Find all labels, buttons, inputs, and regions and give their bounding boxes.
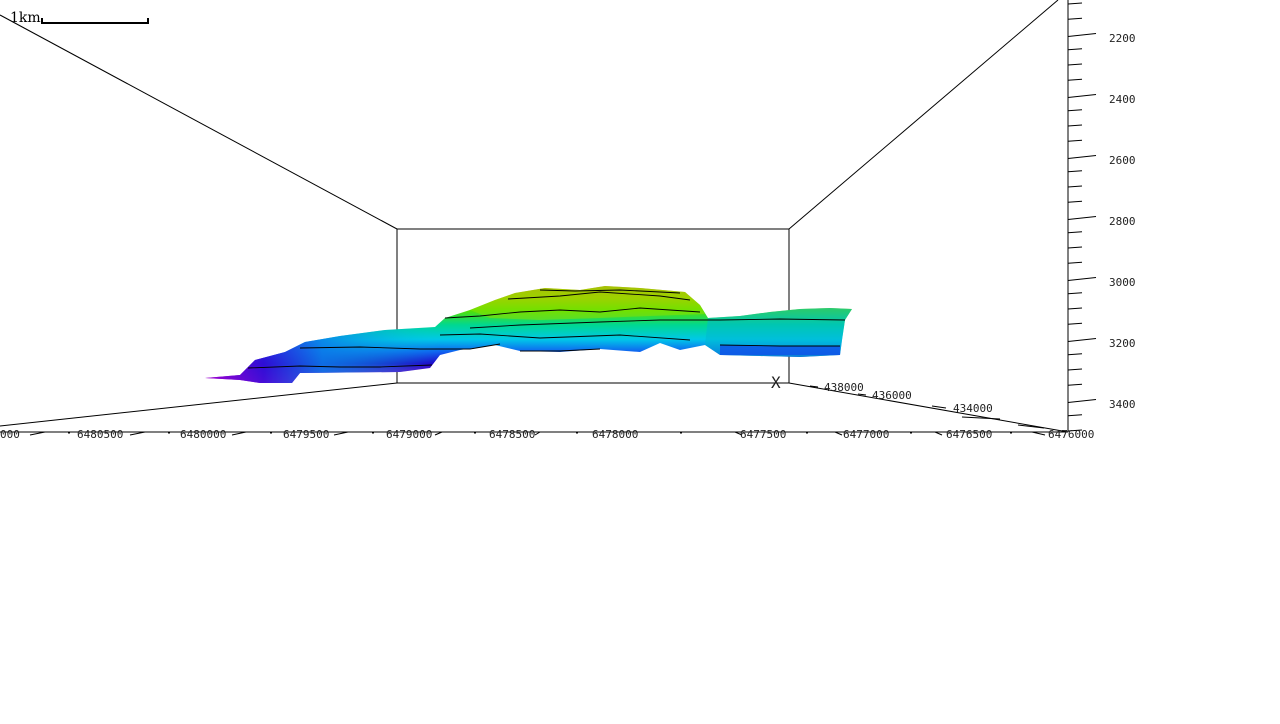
scale-bar xyxy=(41,18,149,24)
y-axis-ticks xyxy=(29,431,1046,436)
depth-minor-tick xyxy=(1067,48,1083,51)
depth-axis-labels: 2200 2400 2600 2800 3000 3200 3400 xyxy=(1109,32,1136,411)
depth-minor-tick xyxy=(1067,353,1083,356)
depth-minor-tick xyxy=(1067,368,1083,371)
depth-minor-tick xyxy=(1067,414,1083,417)
depth-minor-tick xyxy=(1067,246,1083,249)
surface-right-block xyxy=(705,308,852,357)
y-tick-label: 6476500 xyxy=(946,428,992,441)
depth-major-tick xyxy=(1067,338,1097,342)
depth-minor-tick xyxy=(1067,2,1083,5)
y-tick-label: 6479500 xyxy=(283,428,329,441)
surface-right-bottom xyxy=(720,345,840,355)
depth-major-tick xyxy=(1067,33,1097,37)
x-axis-label: X xyxy=(771,373,781,392)
y-tick-label: 000 xyxy=(0,428,20,441)
depth-minor-tick xyxy=(1067,124,1083,127)
y-tick-label: 6477000 xyxy=(843,428,889,441)
depth-minor-tick xyxy=(1067,292,1083,295)
depth-minor-tick xyxy=(1067,231,1083,234)
y-tick-label: 6478000 xyxy=(592,428,638,441)
box-edge-bottom-left xyxy=(0,382,398,427)
depth-major-tick xyxy=(1067,155,1097,159)
depth-major-tick xyxy=(1067,94,1097,98)
depth-minor-tick xyxy=(1067,261,1083,264)
depth-tick-label: 2600 xyxy=(1109,154,1136,167)
contour-lines xyxy=(247,289,846,369)
depth-minor-tick xyxy=(1067,139,1083,142)
x-axis-labels: 438000 436000 434000 xyxy=(824,381,993,415)
depth-tick-label: 2200 xyxy=(1109,32,1136,45)
surface-model xyxy=(205,286,852,383)
depth-minor-tick xyxy=(1067,200,1083,203)
depth-minor-tick xyxy=(1067,17,1083,20)
box-back-face xyxy=(396,228,790,384)
box-edge-top-right xyxy=(788,0,1059,230)
y-tick-label: 6480000 xyxy=(180,428,226,441)
depth-minor-tick xyxy=(1067,322,1083,325)
y-tick-label: 6478500 xyxy=(489,428,535,441)
depth-major-tick xyxy=(1067,399,1097,403)
depth-tick-label: 3400 xyxy=(1109,398,1136,411)
depth-tick-label: 3200 xyxy=(1109,337,1136,350)
depth-tick-label: 3000 xyxy=(1109,276,1136,289)
depth-minor-tick xyxy=(1067,63,1083,66)
y-tick-label: 6477500 xyxy=(740,428,786,441)
bounding-box xyxy=(0,0,1069,433)
y-tick-label: 6479000 xyxy=(386,428,432,441)
depth-tick-label: 2400 xyxy=(1109,93,1136,106)
x-tick-label: 438000 xyxy=(824,381,864,394)
depth-major-tick xyxy=(1067,216,1097,220)
depth-axis-ticks xyxy=(1067,2,1097,432)
scale-bar-label: 1km xyxy=(10,10,41,26)
depth-minor-tick xyxy=(1067,109,1083,112)
x-axis-ticks xyxy=(809,385,1045,429)
x-tick-label: 436000 xyxy=(872,389,912,402)
y-axis-labels: 000 6480500 6480000 6479500 6479000 6478… xyxy=(0,428,1094,441)
box-edge-top-left xyxy=(0,14,398,230)
depth-minor-tick xyxy=(1067,383,1083,386)
y-tick-label: 6476000 xyxy=(1048,428,1094,441)
x-tick-label: 434000 xyxy=(953,402,993,415)
depth-minor-tick xyxy=(1067,78,1083,81)
depth-minor-tick xyxy=(1067,307,1083,310)
depth-tick-label: 2800 xyxy=(1109,215,1136,228)
surface-left-tail xyxy=(205,327,440,383)
depth-minor-tick xyxy=(1067,429,1083,432)
box-edge-bottom-right xyxy=(788,382,1069,433)
depth-minor-tick xyxy=(1067,185,1083,188)
depth-minor-tick xyxy=(1067,170,1083,173)
depth-major-tick xyxy=(1067,277,1097,281)
y-tick-label: 6480500 xyxy=(77,428,123,441)
